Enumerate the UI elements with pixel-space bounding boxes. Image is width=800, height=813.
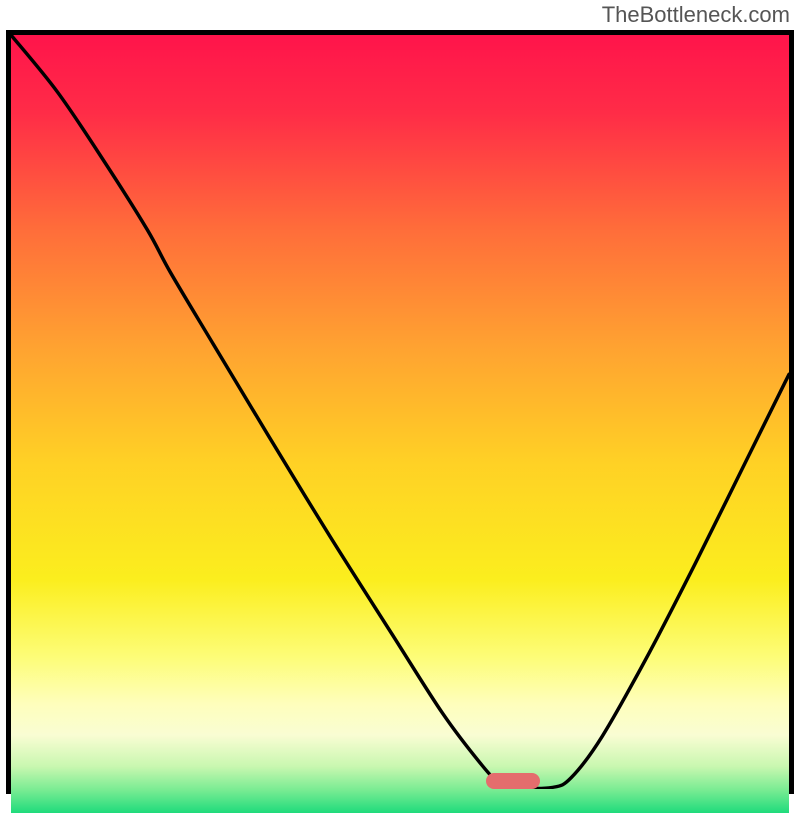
minimum-marker bbox=[486, 773, 540, 789]
chart-frame bbox=[6, 30, 794, 794]
bottleneck-curve bbox=[11, 35, 789, 789]
watermark-text: TheBottleneck.com bbox=[602, 2, 790, 28]
